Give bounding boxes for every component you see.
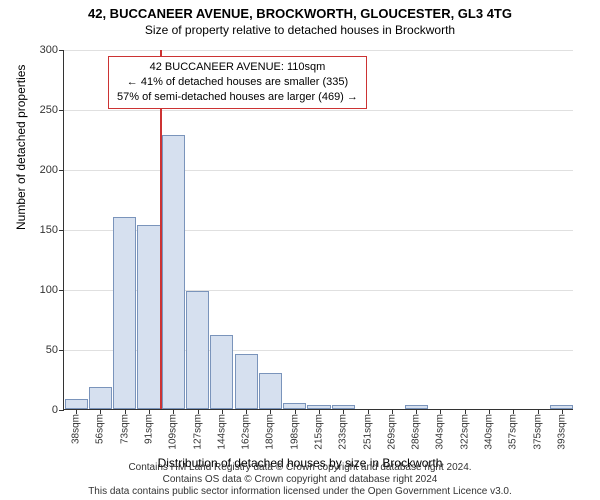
chart-subtitle: Size of property relative to detached ho… xyxy=(0,21,600,37)
info-line-1: 42 BUCCANEER AVENUE: 110sqm xyxy=(117,60,358,75)
histogram-bar xyxy=(137,225,160,409)
xtick-label: 215sqm xyxy=(314,414,325,450)
ytick-mark xyxy=(59,290,64,291)
xtick-label: 38sqm xyxy=(71,414,82,444)
histogram-bar xyxy=(113,217,136,409)
xtick-label: 73sqm xyxy=(119,414,130,444)
footer: Contains HM Land Registry data © Crown c… xyxy=(0,462,600,498)
histogram-bar xyxy=(65,399,88,409)
ytick-label: 150 xyxy=(40,224,58,236)
gridline xyxy=(64,50,573,51)
xtick-label: 304sqm xyxy=(435,414,446,450)
ytick-mark xyxy=(59,230,64,231)
xtick-label: 340sqm xyxy=(484,414,495,450)
histogram-bar xyxy=(210,335,233,409)
chart-container: 42, BUCCANEER AVENUE, BROCKWORTH, GLOUCE… xyxy=(0,0,600,500)
ytick-label: 100 xyxy=(40,284,58,296)
xtick-label: 393sqm xyxy=(556,414,567,450)
ytick-mark xyxy=(59,350,64,351)
xtick-label: 56sqm xyxy=(95,414,106,444)
footer-line-2: Contains OS data © Crown copyright and d… xyxy=(0,474,600,486)
chart-title: 42, BUCCANEER AVENUE, BROCKWORTH, GLOUCE… xyxy=(0,0,600,21)
xtick-label: 144sqm xyxy=(216,414,227,450)
info-box: 42 BUCCANEER AVENUE: 110sqm ← 41% of det… xyxy=(108,56,367,109)
ytick-mark xyxy=(59,410,64,411)
xtick-label: 357sqm xyxy=(508,414,519,450)
xtick-label: 375sqm xyxy=(532,414,543,450)
xtick-label: 198sqm xyxy=(289,414,300,450)
xtick-label: 269sqm xyxy=(386,414,397,450)
footer-line-3: This data contains public sector informa… xyxy=(0,486,600,498)
ytick-label: 250 xyxy=(40,104,58,116)
xtick-label: 91sqm xyxy=(144,414,155,444)
xtick-label: 180sqm xyxy=(265,414,276,450)
info-line-2: ← 41% of detached houses are smaller (33… xyxy=(117,75,358,90)
histogram-bar xyxy=(235,354,258,409)
ytick-label: 300 xyxy=(40,44,58,56)
xtick-label: 233sqm xyxy=(338,414,349,450)
xtick-label: 251sqm xyxy=(362,414,373,450)
ytick-label: 50 xyxy=(46,344,58,356)
gridline xyxy=(64,110,573,111)
ytick-label: 200 xyxy=(40,164,58,176)
histogram-bar xyxy=(89,387,112,409)
histogram-bar xyxy=(186,291,209,409)
chart-area: 05010015020025030038sqm56sqm73sqm91sqm10… xyxy=(63,50,573,410)
histogram-bar xyxy=(162,135,185,409)
footer-line-1: Contains HM Land Registry data © Crown c… xyxy=(0,462,600,474)
y-axis-label: Number of detached properties xyxy=(14,65,28,230)
histogram-bar xyxy=(259,373,282,409)
ytick-label: 0 xyxy=(52,404,58,416)
xtick-label: 127sqm xyxy=(192,414,203,450)
ytick-mark xyxy=(59,110,64,111)
info-line-3: 57% of semi-detached houses are larger (… xyxy=(117,90,358,105)
xtick-label: 286sqm xyxy=(411,414,422,450)
xtick-label: 162sqm xyxy=(241,414,252,450)
gridline xyxy=(64,170,573,171)
xtick-label: 109sqm xyxy=(168,414,179,450)
ytick-mark xyxy=(59,50,64,51)
xtick-label: 322sqm xyxy=(459,414,470,450)
ytick-mark xyxy=(59,170,64,171)
